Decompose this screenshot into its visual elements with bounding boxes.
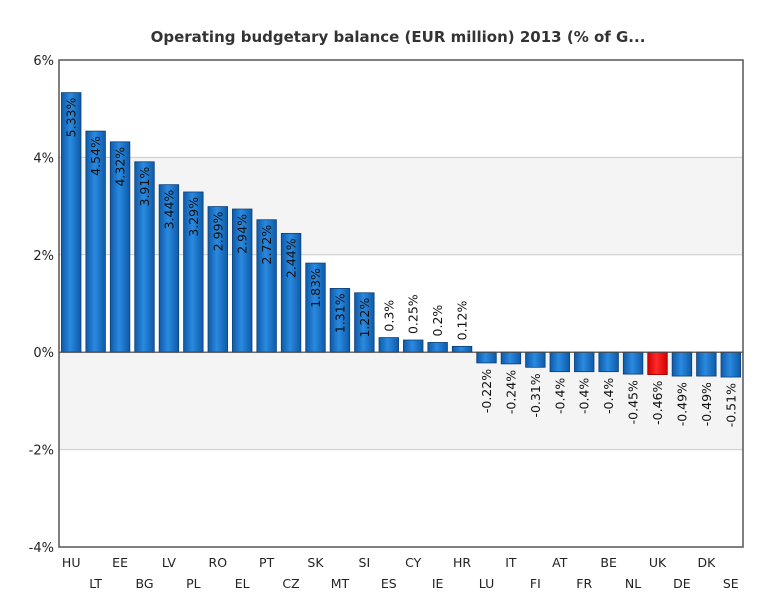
x-tick-label: DE <box>673 576 691 591</box>
data-label: 2.44% <box>284 238 299 278</box>
bar-it <box>500 351 522 365</box>
data-label: 4.32% <box>113 147 128 187</box>
x-tick-label: HR <box>453 555 471 570</box>
data-label: -0.4% <box>577 378 592 414</box>
data-label: -0.31% <box>528 373 543 417</box>
plot-border <box>58 59 744 548</box>
data-label: 1.31% <box>332 293 347 333</box>
data-label: 1.83% <box>308 268 323 308</box>
data-label: -0.51% <box>723 383 738 427</box>
bar-be <box>598 351 619 373</box>
x-tick-label: IT <box>505 555 517 570</box>
bar-at <box>549 351 570 373</box>
x-tick-label: FI <box>530 576 541 591</box>
bar-hr <box>451 345 473 353</box>
x-tick-label: EE <box>112 555 128 570</box>
plot-area: 6% 4% 2% 0% -2% -4% 5.33% HU 4.54% LT 4.32% EE 3.91%… <box>29 54 744 591</box>
x-tick-label: RO <box>209 555 228 570</box>
x-tick-label: CZ <box>282 576 299 591</box>
data-label: 3.44% <box>161 190 176 230</box>
bar-fi <box>525 351 546 368</box>
x-tick-label: FR <box>576 576 592 591</box>
data-label: 0.25% <box>406 294 421 334</box>
data-label: -0.4% <box>552 378 567 414</box>
bar-se <box>720 351 741 378</box>
bar-cy <box>403 339 424 353</box>
x-tick-label: ES <box>381 576 397 591</box>
data-label: 2.99% <box>210 211 225 251</box>
data-label: 4.54% <box>88 136 103 176</box>
bar-uk <box>647 351 668 376</box>
y-tick-label: 6% <box>33 54 54 69</box>
x-tick-label: SK <box>307 555 324 570</box>
x-tick-label: CY <box>405 555 422 570</box>
x-tick-label: MT <box>331 576 350 591</box>
x-tick-label: LV <box>162 555 177 570</box>
data-label: -0.22% <box>479 369 494 413</box>
data-label: 3.91% <box>137 167 152 207</box>
bar-dk <box>696 351 717 377</box>
data-label: -0.24% <box>503 370 518 414</box>
x-tick-label: EL <box>235 576 250 591</box>
chart-title: Operating budgetary balance (EUR million… <box>151 28 646 46</box>
data-label: 2.94% <box>235 214 250 254</box>
x-tick-label: LU <box>479 576 495 591</box>
x-tick-label: LT <box>89 576 102 591</box>
data-label: 0.12% <box>455 301 470 341</box>
data-label: 0.2% <box>430 305 445 337</box>
x-tick-label: IE <box>432 576 444 591</box>
data-label: -0.4% <box>601 378 616 414</box>
bar-nl <box>622 351 644 375</box>
x-tick-label: DK <box>697 555 716 570</box>
y-tick-label: 0% <box>33 346 54 361</box>
bar-ie <box>427 342 448 353</box>
data-label: 3.29% <box>186 197 201 237</box>
x-tick-label: AT <box>552 555 568 570</box>
bar-fr <box>574 351 595 373</box>
data-label: -0.45% <box>626 380 641 424</box>
x-tick-label: SE <box>723 576 739 591</box>
y-tick-label: -2% <box>29 444 54 459</box>
x-tick-label: PT <box>259 555 275 570</box>
data-label: -0.49% <box>699 382 714 426</box>
x-tick-label: BE <box>600 555 617 570</box>
x-tick-label: NL <box>625 576 641 591</box>
bar-de <box>671 351 693 377</box>
data-label: 1.22% <box>357 298 372 338</box>
x-tick-label: SI <box>359 555 371 570</box>
bar-es <box>378 337 399 353</box>
data-label: 2.72% <box>259 225 274 265</box>
data-label: 0.3% <box>381 300 396 332</box>
data-label: -0.46% <box>650 380 665 424</box>
y-tick-label: 4% <box>33 151 54 166</box>
data-label: -0.49% <box>674 382 689 426</box>
x-tick-label: PL <box>186 576 201 591</box>
x-tick-label: UK <box>649 555 667 570</box>
y-tick-label: 2% <box>33 249 54 264</box>
bar-lu <box>476 351 497 364</box>
data-label: 5.33% <box>64 98 79 138</box>
y-tick-label: -4% <box>29 541 54 556</box>
x-tick-label: BG <box>135 576 153 591</box>
x-tick-label: HU <box>62 555 81 570</box>
